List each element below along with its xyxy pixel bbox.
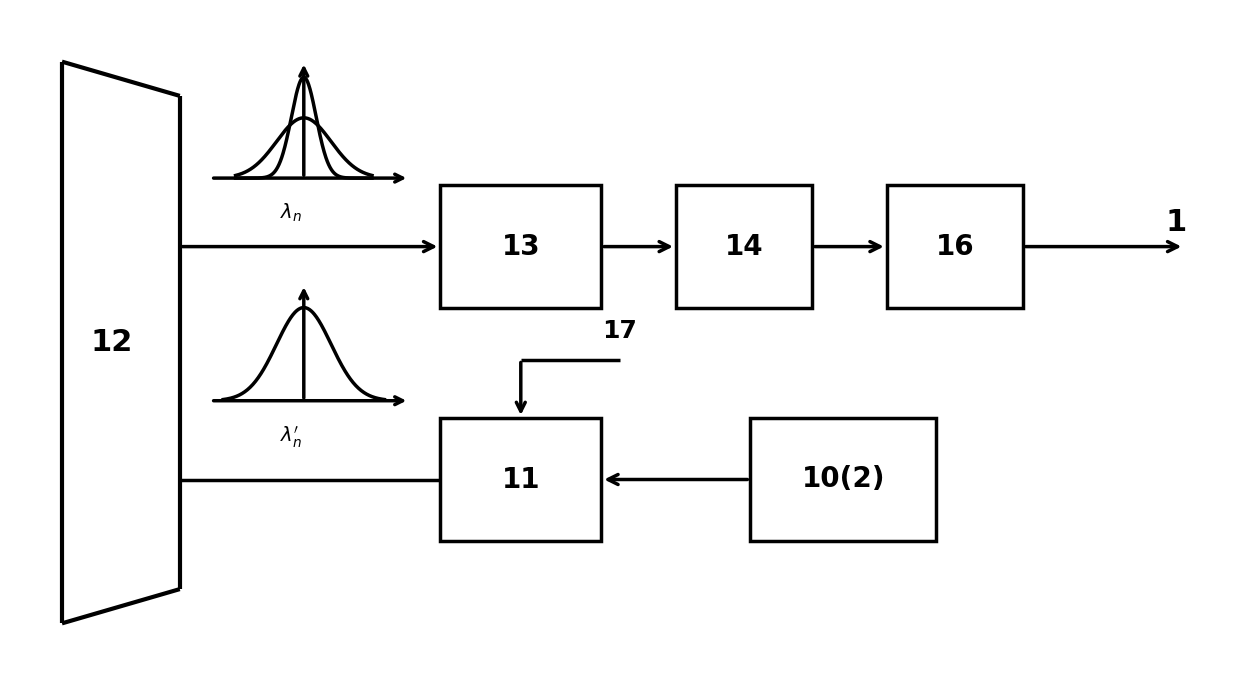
Bar	[440, 185, 601, 308]
Text: 13: 13	[501, 233, 541, 260]
Text: 17: 17	[603, 319, 637, 342]
Bar	[440, 418, 601, 541]
Bar	[676, 185, 812, 308]
Text: 11: 11	[501, 466, 541, 493]
Bar	[887, 185, 1023, 308]
Text: 16: 16	[935, 233, 975, 260]
Text: 10(2): 10(2)	[801, 466, 885, 493]
Text: 12: 12	[91, 328, 133, 357]
Text: $\lambda_n$: $\lambda_n$	[280, 202, 303, 225]
Bar	[750, 418, 936, 541]
Text: 1: 1	[1166, 208, 1187, 237]
Text: 14: 14	[724, 233, 764, 260]
Text: $\lambda_n'$: $\lambda_n'$	[280, 425, 303, 450]
